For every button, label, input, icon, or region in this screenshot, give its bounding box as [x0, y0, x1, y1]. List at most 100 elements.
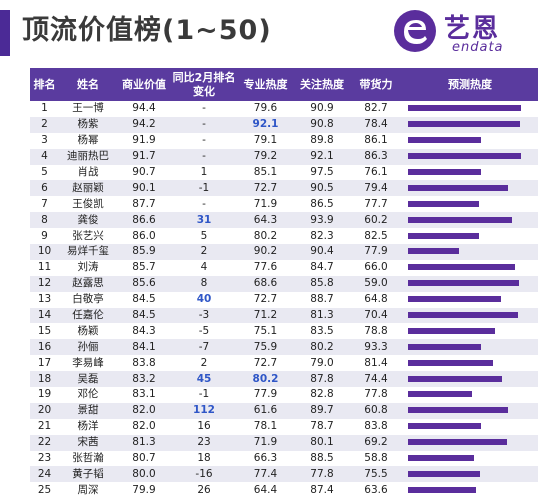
- cell-attention-heat: 82.8: [294, 387, 350, 403]
- endata-logo-icon: [394, 10, 436, 52]
- cell-name: 周深: [59, 482, 117, 498]
- cell-rank: 2: [30, 116, 59, 133]
- cell-forecast-heat: [402, 371, 538, 388]
- forecast-heat-bar: [408, 486, 476, 493]
- col-header-professional-heat: 专业热度: [237, 68, 294, 101]
- cell-professional-heat: 75.9: [237, 339, 294, 356]
- cell-rank: 3: [30, 132, 59, 149]
- cell-commercial-value: 84.1: [117, 339, 171, 356]
- cell-name: 肖战: [59, 164, 117, 181]
- cell-commercial-value: 79.9: [117, 482, 171, 498]
- cell-rank-change: -: [171, 132, 237, 149]
- cell-attention-heat: 80.1: [294, 434, 350, 451]
- table-header-row: 排名 姓名 商业价值 同比2月排名变化 专业热度 关注热度 带货力 预测热度: [30, 68, 538, 101]
- cell-professional-heat: 72.7: [237, 180, 294, 197]
- cell-rank: 25: [30, 482, 59, 498]
- cell-professional-heat: 79.2: [237, 148, 294, 165]
- cell-rank-change: -16: [171, 466, 237, 483]
- cell-sales-power: 82.7: [350, 101, 402, 117]
- cell-rank: 14: [30, 307, 59, 324]
- cell-professional-heat: 64.4: [237, 482, 294, 498]
- forecast-heat-bar: [408, 200, 479, 207]
- logo-text-en: endata: [452, 40, 504, 55]
- cell-name: 王一博: [59, 101, 117, 117]
- cell-rank-change: 112: [171, 402, 237, 419]
- table-row: 19 邓伦 83.1 -1 77.9 82.8 77.8: [30, 387, 538, 403]
- forecast-heat-bar: [408, 121, 520, 128]
- cell-name: 刘涛: [59, 259, 117, 276]
- cell-forecast-heat: [402, 402, 538, 419]
- ranking-table: 排名 姓名 商业价值 同比2月排名变化 专业热度 关注热度 带货力 预测热度 1…: [30, 68, 538, 498]
- cell-professional-heat: 71.2: [237, 307, 294, 324]
- cell-rank: 9: [30, 228, 59, 245]
- table-row: 17 李易峰 83.8 2 72.7 79.0 81.4: [30, 355, 538, 372]
- col-header-forecast-heat: 预测热度: [402, 68, 538, 101]
- cell-name: 龚俊: [59, 212, 117, 229]
- cell-attention-heat: 90.8: [294, 116, 350, 133]
- cell-commercial-value: 87.7: [117, 196, 171, 213]
- cell-rank-change: 18: [171, 450, 237, 467]
- cell-commercial-value: 91.7: [117, 148, 171, 165]
- cell-attention-heat: 79.0: [294, 355, 350, 372]
- cell-professional-heat: 77.9: [237, 387, 294, 403]
- cell-rank: 12: [30, 275, 59, 292]
- cell-forecast-heat: [402, 196, 538, 213]
- cell-commercial-value: 85.9: [117, 244, 171, 260]
- cell-rank-change: -5: [171, 323, 237, 340]
- table-row: 21 杨洋 82.0 16 78.1 78.7 83.8: [30, 418, 538, 435]
- cell-sales-power: 58.8: [350, 450, 402, 467]
- cell-professional-heat: 61.6: [237, 402, 294, 419]
- cell-sales-power: 93.3: [350, 339, 402, 356]
- cell-name: 杨颖: [59, 323, 117, 340]
- cell-rank-change: 2: [171, 355, 237, 372]
- cell-forecast-heat: [402, 418, 538, 435]
- table-row: 8 龚俊 86.6 31 64.3 93.9 60.2: [30, 212, 538, 229]
- forecast-heat-bar: [408, 216, 512, 223]
- cell-forecast-heat: [402, 323, 538, 340]
- cell-sales-power: 70.4: [350, 307, 402, 324]
- cell-sales-power: 78.4: [350, 116, 402, 133]
- cell-forecast-heat: [402, 148, 538, 165]
- cell-rank: 19: [30, 387, 59, 403]
- cell-rank-change: -: [171, 116, 237, 133]
- cell-name: 吴磊: [59, 371, 117, 388]
- cell-sales-power: 60.2: [350, 212, 402, 229]
- cell-rank: 23: [30, 450, 59, 467]
- cell-forecast-heat: [402, 259, 538, 276]
- col-header-rank: 排名: [30, 68, 59, 101]
- cell-forecast-heat: [402, 307, 538, 324]
- cell-rank-change: 1: [171, 164, 237, 181]
- forecast-heat-bar: [408, 184, 508, 191]
- cell-rank: 20: [30, 402, 59, 419]
- cell-forecast-heat: [402, 482, 538, 498]
- cell-attention-heat: 87.4: [294, 482, 350, 498]
- cell-rank-change: -3: [171, 307, 237, 324]
- cell-attention-heat: 97.5: [294, 164, 350, 181]
- cell-name: 张艺兴: [59, 228, 117, 245]
- cell-commercial-value: 84.3: [117, 323, 171, 340]
- forecast-heat-bar: [408, 137, 481, 144]
- cell-rank: 5: [30, 164, 59, 181]
- table-row: 3 杨幂 91.9-79.1 89.8 86.1: [30, 132, 538, 149]
- cell-forecast-heat: [402, 355, 538, 372]
- cell-name: 杨幂: [59, 132, 117, 149]
- cell-attention-heat: 84.7: [294, 259, 350, 276]
- cell-sales-power: 83.8: [350, 418, 402, 435]
- cell-rank-change: -1: [171, 180, 237, 197]
- forecast-heat-bar: [408, 105, 521, 112]
- cell-professional-heat: 85.1: [237, 164, 294, 181]
- cell-forecast-heat: [402, 275, 538, 292]
- cell-commercial-value: 84.5: [117, 291, 171, 308]
- cell-attention-heat: 89.8: [294, 132, 350, 149]
- cell-sales-power: 78.8: [350, 323, 402, 340]
- cell-name: 孙俪: [59, 339, 117, 356]
- cell-attention-heat: 78.7: [294, 418, 350, 435]
- table-body: 1 王一博 94.4-79.6 90.9 82.7 2 杨紫 94.2-92.1 90.8 78.…: [30, 101, 538, 498]
- cell-commercial-value: 86.6: [117, 212, 171, 229]
- cell-commercial-value: 91.9: [117, 132, 171, 149]
- cell-name: 杨紫: [59, 116, 117, 133]
- forecast-heat-bar: [408, 423, 481, 430]
- cell-professional-heat: 72.7: [237, 291, 294, 308]
- cell-professional-heat: 72.7: [237, 355, 294, 372]
- forecast-heat-bar: [408, 169, 481, 175]
